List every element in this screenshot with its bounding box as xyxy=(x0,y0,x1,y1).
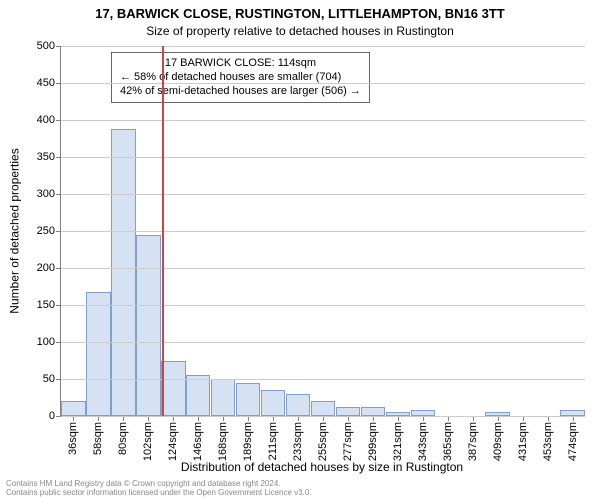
gridline xyxy=(61,231,585,232)
annotation-line: 17 BARWICK CLOSE: 114sqm xyxy=(120,57,361,71)
xtick-label: 453sqm xyxy=(542,422,554,461)
bar xyxy=(361,407,385,416)
ytick-label: 50 xyxy=(43,373,55,385)
x-axis-label: Distribution of detached houses by size … xyxy=(60,460,584,474)
gridline xyxy=(61,157,585,158)
xtick-label: 233sqm xyxy=(292,422,304,461)
footer-line: Contains public sector information licen… xyxy=(6,489,312,498)
xtick-label: 431sqm xyxy=(517,422,529,461)
xtick-label: 474sqm xyxy=(567,422,579,461)
ytick-mark xyxy=(56,305,61,306)
ytick-mark xyxy=(56,342,61,343)
bar xyxy=(211,379,235,416)
xtick-label: 168sqm xyxy=(217,422,229,461)
xtick-label: 299sqm xyxy=(367,422,379,461)
ytick-mark xyxy=(56,194,61,195)
xtick-label: 102sqm xyxy=(142,422,154,461)
bar xyxy=(136,235,160,416)
gridline xyxy=(61,83,585,84)
xtick-label: 124sqm xyxy=(167,422,179,461)
xtick-label: 189sqm xyxy=(242,422,254,461)
xtick-label: 277sqm xyxy=(342,422,354,461)
xtick-label: 321sqm xyxy=(392,422,404,461)
y-axis-label: Number of detached properties xyxy=(8,46,22,416)
ytick-label: 300 xyxy=(37,188,55,200)
bar xyxy=(261,390,285,416)
xtick-label: 255sqm xyxy=(317,422,329,461)
xtick-label: 409sqm xyxy=(492,422,504,461)
bar xyxy=(111,129,135,416)
ytick-mark xyxy=(56,268,61,269)
gridline xyxy=(61,120,585,121)
ytick-label: 0 xyxy=(49,410,55,422)
gridline xyxy=(61,46,585,47)
ytick-mark xyxy=(56,157,61,158)
ytick-mark xyxy=(56,46,61,47)
ytick-label: 100 xyxy=(37,336,55,348)
ytick-mark xyxy=(56,231,61,232)
xtick-label: 36sqm xyxy=(67,422,79,455)
ytick-mark xyxy=(56,416,61,417)
gridline xyxy=(61,194,585,195)
bar xyxy=(236,383,260,416)
chart-subtitle: Size of property relative to detached ho… xyxy=(0,24,600,38)
bar xyxy=(336,407,360,416)
bar xyxy=(86,292,110,416)
bar xyxy=(286,394,310,416)
gridline xyxy=(61,342,585,343)
chart-container: 17, BARWICK CLOSE, RUSTINGTON, LITTLEHAM… xyxy=(0,0,600,500)
ytick-label: 500 xyxy=(37,40,55,52)
xtick-label: 387sqm xyxy=(467,422,479,461)
plot-area: 36sqm58sqm80sqm102sqm124sqm146sqm168sqm1… xyxy=(60,46,585,417)
gridline xyxy=(61,416,585,417)
ytick-label: 400 xyxy=(37,114,55,126)
ytick-mark xyxy=(56,379,61,380)
gridline xyxy=(61,268,585,269)
ytick-label: 450 xyxy=(37,77,55,89)
xtick-label: 80sqm xyxy=(117,422,129,455)
footer-attribution: Contains HM Land Registry data © Crown c… xyxy=(6,480,312,498)
xtick-label: 58sqm xyxy=(92,422,104,455)
gridline xyxy=(61,305,585,306)
chart-title: 17, BARWICK CLOSE, RUSTINGTON, LITTLEHAM… xyxy=(0,6,600,21)
marker-line xyxy=(162,46,164,416)
annotation-box: 17 BARWICK CLOSE: 114sqm← 58% of detache… xyxy=(111,52,370,103)
gridline xyxy=(61,379,585,380)
annotation-line: 42% of semi-detached houses are larger (… xyxy=(120,85,361,99)
xtick-label: 146sqm xyxy=(192,422,204,461)
xtick-label: 211sqm xyxy=(267,422,279,460)
bar xyxy=(161,361,185,417)
ytick-mark xyxy=(56,83,61,84)
ytick-label: 200 xyxy=(37,262,55,274)
bar xyxy=(186,375,210,416)
ytick-mark xyxy=(56,120,61,121)
ytick-label: 350 xyxy=(37,151,55,163)
xtick-label: 343sqm xyxy=(417,422,429,461)
bar xyxy=(61,401,85,416)
bar xyxy=(311,401,335,416)
ytick-label: 150 xyxy=(37,299,55,311)
xtick-label: 365sqm xyxy=(442,422,454,461)
ytick-label: 250 xyxy=(37,225,55,237)
